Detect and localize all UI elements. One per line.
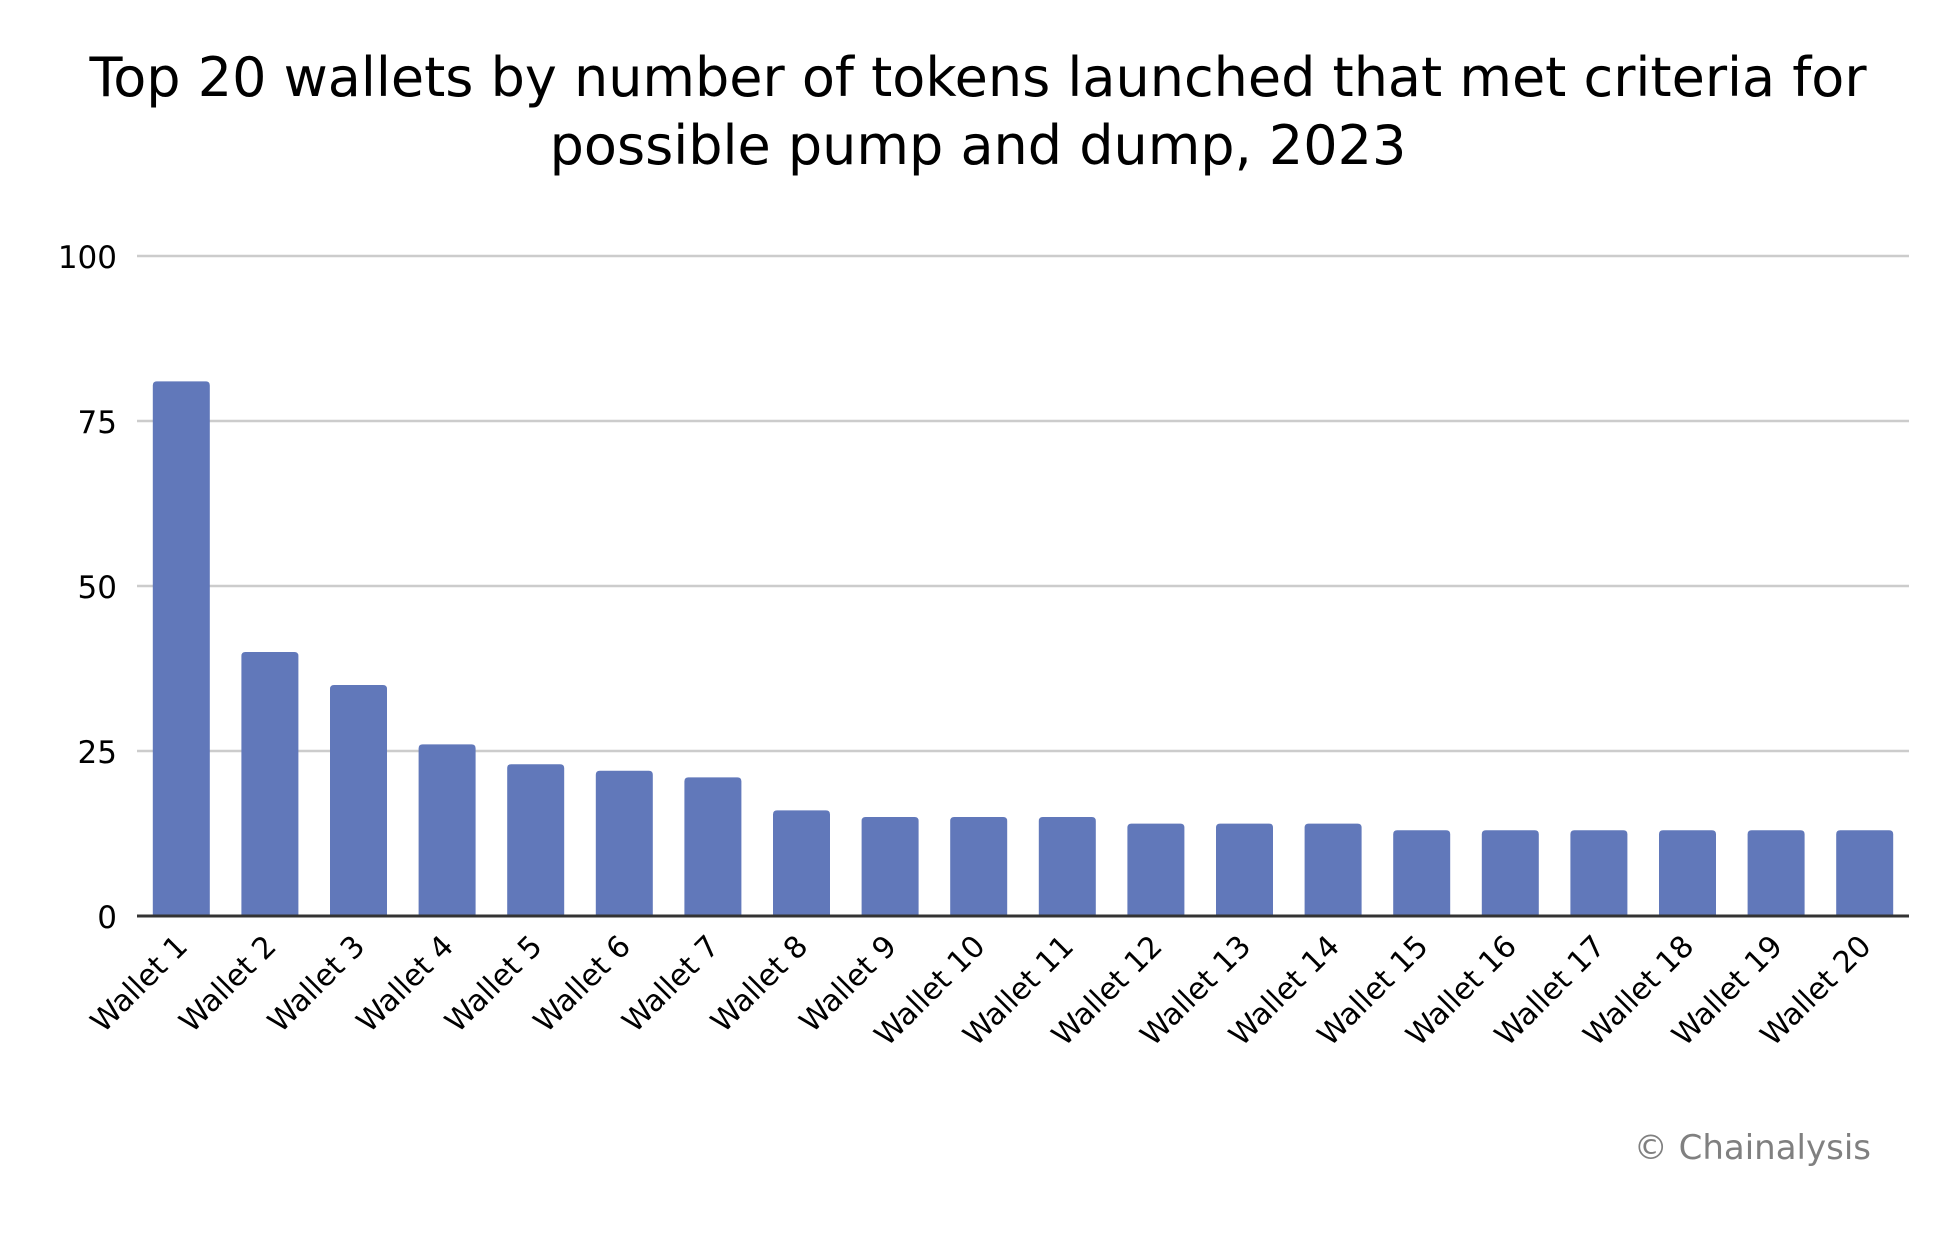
y-tick-label: 50 <box>78 570 117 606</box>
x-tick-label: Wallet 6 <box>527 929 638 1040</box>
x-tick-label: Wallet 1 <box>84 929 195 1040</box>
bar <box>152 381 210 916</box>
bar <box>1393 830 1451 916</box>
bar <box>1570 830 1628 916</box>
y-tick-label: 0 <box>97 900 117 936</box>
source-credit: © Chainalysis <box>1633 1128 1871 1168</box>
bar <box>1304 823 1362 916</box>
x-tick-label: Wallet 3 <box>261 929 372 1040</box>
y-tick-label: 100 <box>58 240 117 276</box>
x-tick-label: Wallet 5 <box>439 929 550 1040</box>
bar <box>1481 830 1539 916</box>
bar <box>1659 830 1716 916</box>
bar <box>861 817 919 916</box>
y-tick-label: 75 <box>78 405 117 441</box>
x-tick-label: Wallet 4 <box>350 929 461 1040</box>
y-tick-label: 25 <box>78 735 117 771</box>
bar <box>241 652 299 916</box>
chart-title-line-2: possible pump and dump, 2023 <box>549 114 1407 177</box>
x-tick-label: Wallet 8 <box>704 929 815 1040</box>
x-tick-label: Wallet 2 <box>173 929 284 1040</box>
bar <box>773 810 830 916</box>
bar <box>1836 830 1894 916</box>
bar <box>1747 830 1805 916</box>
bar <box>1038 817 1096 916</box>
bar <box>418 744 476 916</box>
chart-title-line-1: Top 20 wallets by number of tokens launc… <box>89 46 1867 109</box>
chart-title: Top 20 wallets by number of tokens launc… <box>0 44 1956 180</box>
bar <box>1216 823 1273 916</box>
bar <box>950 817 1008 916</box>
bar <box>1127 823 1185 916</box>
bar <box>684 777 742 916</box>
x-tick-label: Wallet 7 <box>616 929 727 1040</box>
bar <box>507 764 565 916</box>
bar <box>595 770 653 916</box>
bar <box>330 685 387 916</box>
